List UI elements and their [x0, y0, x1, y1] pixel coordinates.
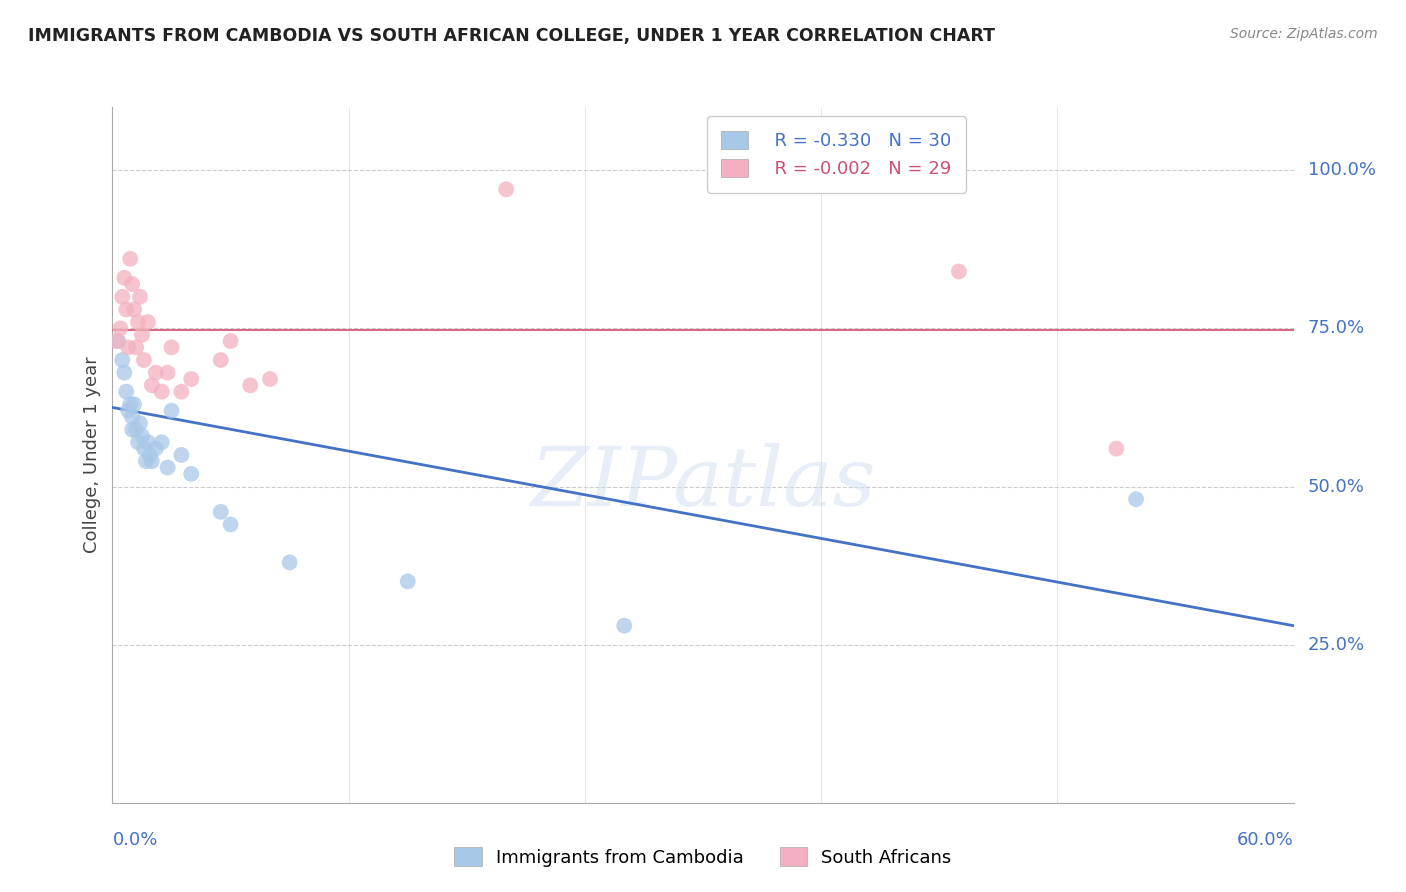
Point	[396, 574, 419, 589]
Y-axis label: College, Under 1 year: College, Under 1 year	[83, 357, 101, 553]
Point	[278, 556, 301, 570]
Legend: Immigrants from Cambodia, South Africans: Immigrants from Cambodia, South Africans	[447, 840, 959, 874]
Text: IMMIGRANTS FROM CAMBODIA VS SOUTH AFRICAN COLLEGE, UNDER 1 YEAR CORRELATION CHAR: IMMIGRANTS FROM CAMBODIA VS SOUTH AFRICA…	[28, 27, 995, 45]
Point	[259, 372, 281, 386]
Text: 60.0%: 60.0%	[1237, 830, 1294, 848]
Point	[219, 517, 242, 532]
Point	[160, 403, 183, 417]
Point	[121, 423, 143, 437]
Point	[136, 315, 159, 329]
Point	[121, 409, 143, 424]
Text: 75.0%: 75.0%	[1308, 319, 1365, 337]
Point	[127, 315, 149, 329]
Point	[239, 378, 262, 392]
Point	[121, 277, 143, 292]
Point	[613, 618, 636, 632]
Text: 100.0%: 100.0%	[1308, 161, 1375, 179]
Point	[120, 252, 142, 266]
Point	[131, 327, 153, 342]
Point	[120, 397, 142, 411]
Point	[125, 340, 148, 354]
Point	[117, 340, 139, 354]
Point	[156, 366, 179, 380]
Point	[131, 429, 153, 443]
Point	[135, 454, 157, 468]
Point	[219, 334, 242, 348]
Text: 50.0%: 50.0%	[1308, 477, 1365, 496]
Point	[150, 384, 173, 399]
Point	[122, 397, 145, 411]
Point	[105, 334, 128, 348]
Point	[209, 353, 232, 368]
Point	[122, 302, 145, 317]
Point	[170, 384, 193, 399]
Point	[495, 182, 517, 196]
Point	[145, 366, 167, 380]
Point	[1125, 492, 1147, 507]
Point	[1105, 442, 1128, 456]
Point	[125, 423, 148, 437]
Point	[180, 372, 202, 386]
Text: Source: ZipAtlas.com: Source: ZipAtlas.com	[1230, 27, 1378, 41]
Point	[209, 505, 232, 519]
Point	[111, 353, 134, 368]
Point	[156, 460, 179, 475]
Text: 25.0%: 25.0%	[1308, 636, 1365, 654]
Point	[112, 366, 135, 380]
Point	[115, 302, 138, 317]
Point	[160, 340, 183, 354]
Point	[136, 435, 159, 450]
Legend:   R = -0.330   N = 30,   R = -0.002   N = 29: R = -0.330 N = 30, R = -0.002 N = 29	[707, 116, 966, 193]
Point	[139, 448, 162, 462]
Point	[141, 454, 163, 468]
Point	[110, 321, 132, 335]
Point	[948, 264, 970, 278]
Point	[129, 417, 152, 431]
Point	[132, 442, 155, 456]
Point	[132, 353, 155, 368]
Point	[170, 448, 193, 462]
Point	[127, 435, 149, 450]
Point	[145, 442, 167, 456]
Point	[115, 384, 138, 399]
Text: 0.0%: 0.0%	[112, 830, 157, 848]
Point	[107, 334, 129, 348]
Point	[129, 290, 152, 304]
Point	[112, 270, 135, 285]
Point	[180, 467, 202, 481]
Point	[150, 435, 173, 450]
Point	[117, 403, 139, 417]
Point	[111, 290, 134, 304]
Point	[141, 378, 163, 392]
Text: ZIPatlas: ZIPatlas	[530, 442, 876, 523]
